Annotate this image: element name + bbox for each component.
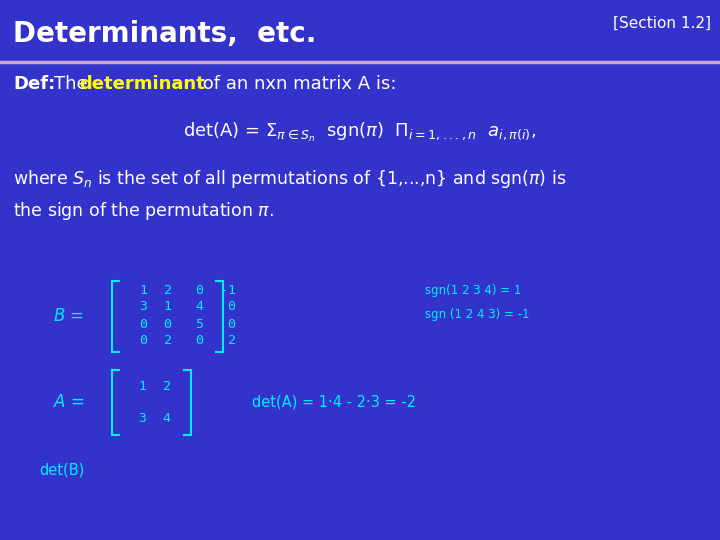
Text: sgn(1 2 3 4) = 1: sgn(1 2 3 4) = 1 — [425, 284, 521, 297]
Text: 0  0   5   0: 0 0 5 0 — [140, 318, 236, 330]
Text: 1  2   0  -1: 1 2 0 -1 — [140, 284, 236, 297]
Text: det(A) = $\Sigma_{\pi\in S_n}$  sgn($\pi$)  $\Pi_{i=1,...,n}$  $a_{i,\pi(i)}$,: det(A) = $\Sigma_{\pi\in S_n}$ sgn($\pi$… — [184, 121, 536, 144]
Text: of an nxn matrix A is:: of an nxn matrix A is: — [197, 75, 397, 93]
Text: [Section 1.2]: [Section 1.2] — [613, 16, 711, 31]
Text: sgn (1 2 4 3) = -1: sgn (1 2 4 3) = -1 — [425, 308, 529, 321]
Text: $B$ =: $B$ = — [53, 307, 84, 325]
Text: Def:: Def: — [13, 75, 55, 93]
Text: Determinants,  etc.: Determinants, etc. — [13, 20, 316, 48]
Text: 3  1   4   0: 3 1 4 0 — [140, 300, 236, 313]
Text: 0  2   0   2: 0 2 0 2 — [140, 334, 236, 347]
Text: the sign of the permutation $\pi$.: the sign of the permutation $\pi$. — [13, 200, 274, 221]
Text: determinant: determinant — [79, 75, 205, 93]
Text: where $S_n$ is the set of all permutations of {1,...,n} and sgn($\pi$) is: where $S_n$ is the set of all permutatio… — [13, 168, 566, 190]
Text: det(B): det(B) — [40, 462, 85, 477]
Text: 3  4: 3 4 — [139, 412, 171, 425]
Text: $A$ =: $A$ = — [53, 393, 84, 411]
Text: det(A) = 1·4 - 2·3 = -2: det(A) = 1·4 - 2·3 = -2 — [252, 395, 416, 410]
Text: The: The — [54, 75, 94, 93]
Text: 1  2: 1 2 — [139, 380, 171, 393]
